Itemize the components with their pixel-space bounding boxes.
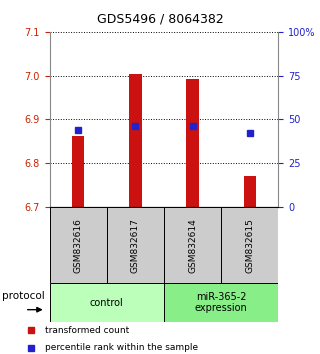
Bar <box>72 136 84 207</box>
Bar <box>107 207 164 283</box>
Text: GSM832615: GSM832615 <box>245 218 254 273</box>
Text: protocol: protocol <box>3 291 45 301</box>
Bar <box>164 207 221 283</box>
Bar <box>186 79 199 207</box>
Bar <box>50 207 107 283</box>
Bar <box>50 283 164 322</box>
Bar <box>164 283 278 322</box>
Text: GSM832614: GSM832614 <box>188 218 197 273</box>
Bar <box>129 74 142 207</box>
Text: control: control <box>90 298 124 308</box>
Text: transformed count: transformed count <box>45 326 130 335</box>
Text: percentile rank within the sample: percentile rank within the sample <box>45 343 199 352</box>
Bar <box>244 176 256 207</box>
Text: GSM832616: GSM832616 <box>74 218 83 273</box>
Text: GSM832617: GSM832617 <box>131 218 140 273</box>
Text: GDS5496 / 8064382: GDS5496 / 8064382 <box>97 12 223 25</box>
Bar <box>221 207 278 283</box>
Text: miR-365-2
expression: miR-365-2 expression <box>195 292 248 314</box>
